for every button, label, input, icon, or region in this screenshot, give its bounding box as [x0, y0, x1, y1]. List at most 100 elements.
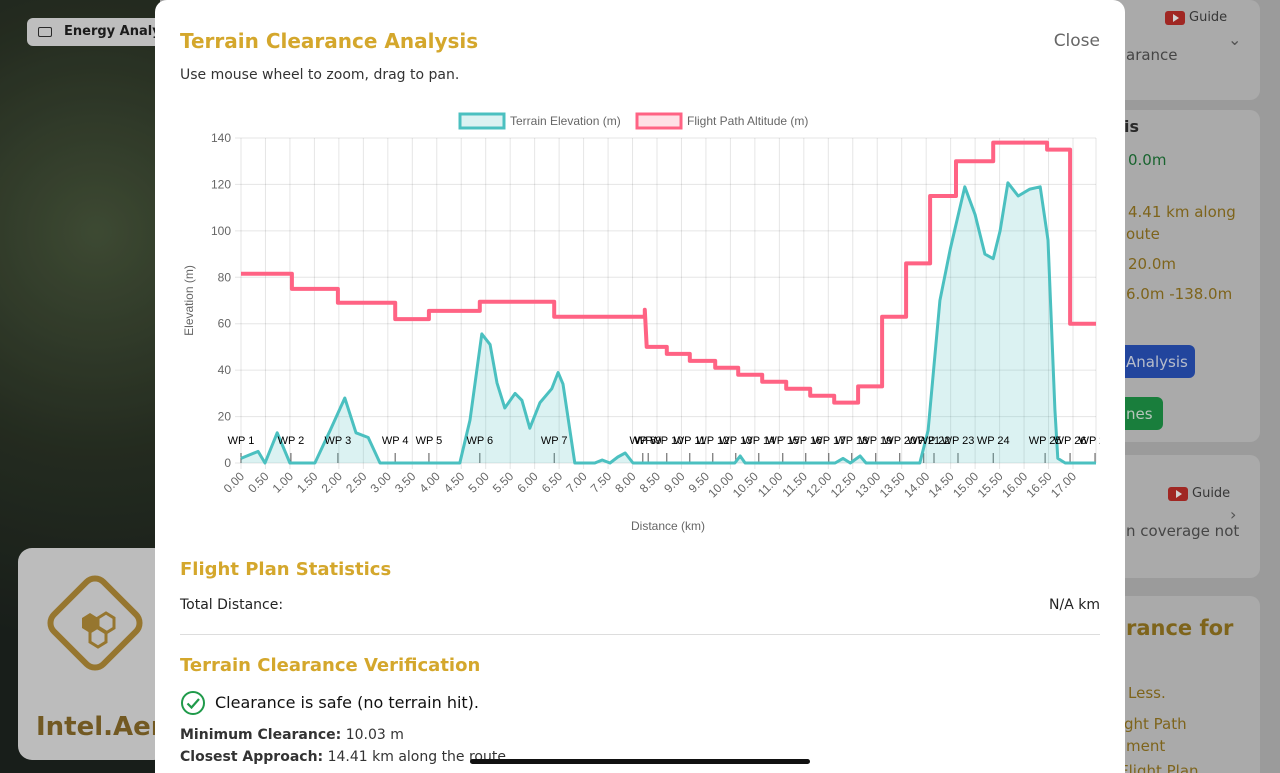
check-icon [181, 691, 205, 715]
chevron-icon[interactable]: ⌄ [1228, 30, 1242, 49]
x-tick-label: 11.00 [755, 469, 786, 500]
button-icon [38, 27, 52, 37]
button-label: Energy Analysis [64, 24, 181, 39]
energy-analysis-button[interactable]: Energy Analysis [27, 18, 181, 46]
youtube-icon [1168, 486, 1188, 501]
waypoint-label: WP 4 [382, 435, 409, 447]
card-text: arance [1126, 46, 1178, 64]
x-tick-label: 5.50 [490, 469, 517, 496]
card-text: 0.0m [1128, 151, 1167, 169]
x-tick-label: 16.50 [1024, 469, 1055, 500]
x-tick-label: 0.50 [245, 469, 272, 496]
x-axis-title: Distance (km) [631, 519, 705, 533]
card-text: 6.0m -138.0m [1126, 285, 1233, 303]
x-tick-label: 12.00 [803, 469, 834, 500]
x-tick-label: 7.00 [563, 469, 590, 496]
waypoint-label: WP 9 [635, 435, 662, 447]
x-tick-label: 15.00 [950, 469, 981, 500]
section-heading: Terrain Clearance Verification [180, 655, 481, 676]
waypoint-label: WP 7 [541, 435, 568, 447]
check-circle [181, 691, 205, 715]
value: 10.03 m [345, 727, 404, 743]
x-tick-label: 15.50 [975, 469, 1006, 500]
y-tick-label: 140 [211, 131, 231, 145]
line [241, 140, 1096, 405]
waypoint-label: WP 6 [466, 435, 493, 447]
x-tick-label: 0.00 [221, 469, 248, 496]
waypoint-label: WP 1 [228, 435, 255, 447]
y-tick-label: 60 [218, 317, 232, 331]
waypoint-label: WP 25 [1029, 435, 1062, 447]
guide-label: Guide [1192, 486, 1231, 501]
min-clearance: Minimum Clearance: 10.03 m [180, 727, 404, 743]
logo-hex [88, 625, 108, 649]
x-tick-label: 7.50 [588, 469, 615, 496]
legend-swatch [635, 112, 683, 130]
x-tick-label: 12.50 [828, 469, 859, 500]
card-text: ment [1126, 737, 1166, 755]
x-tick-label: 1.00 [270, 469, 297, 496]
y-tick-label: 20 [218, 410, 232, 424]
waypoint-label: WP 16 [789, 435, 822, 447]
button-label: nes [1126, 405, 1153, 423]
x-tick-label: 5.00 [465, 469, 492, 496]
waypoint-label: WP 8 [629, 435, 656, 447]
waypoint-label: WP 24 [977, 435, 1010, 447]
guide-label: Guide [1189, 10, 1228, 25]
stat-label: Total Distance: [180, 597, 284, 613]
x-tick-label: 8.00 [612, 469, 639, 496]
card-text: Less. [1128, 684, 1166, 702]
card-text: Flight Plan [1120, 762, 1199, 773]
right-card [1110, 0, 1260, 100]
line [240, 181, 1096, 465]
waypoint-label: WP 23 [942, 435, 975, 447]
y-tick-label: 0 [224, 456, 231, 470]
y-tick-label: 80 [218, 270, 232, 284]
verification-status: Clearance is safe (no terrain hit). [215, 693, 479, 712]
section-heading: Flight Plan Statistics [180, 559, 392, 580]
chevron-icon[interactable]: › [1230, 505, 1237, 524]
logo-diamond [47, 575, 143, 671]
label: Closest Approach: [180, 749, 324, 765]
waypoint-label: WP 18 [835, 435, 868, 447]
x-tick-label: 13.00 [852, 469, 883, 500]
waypoint-label: WP 27 [1079, 435, 1100, 447]
x-tick-label: 13.50 [877, 469, 908, 500]
right-card [1110, 596, 1260, 773]
card-heading: rance for [1126, 616, 1234, 640]
card-text: n coverage not [1126, 522, 1240, 540]
legend-label: Flight Path Altitude (m) [687, 114, 808, 128]
y-tick-label: 120 [211, 177, 231, 191]
waypoint-label: WP 21 [907, 435, 940, 447]
waypoint-label: WP 15 [766, 435, 799, 447]
y-axis-title: Elevation (m) [182, 265, 196, 336]
logo-icon [47, 575, 143, 671]
y-tick-label: 100 [211, 224, 231, 238]
x-tick-label: 3.00 [368, 469, 395, 496]
logo-card: Intel.Aer [18, 548, 168, 760]
legend-label: Terrain Elevation (m) [510, 114, 621, 128]
waypoint-label: WP 14 [742, 435, 775, 447]
value: 14.41 km along the route [327, 749, 506, 765]
x-tick-label: 1.50 [294, 469, 321, 496]
legend-swatch [458, 112, 506, 130]
waypoint-label: WP 20 [883, 435, 916, 447]
label: Minimum Clearance: [180, 727, 342, 743]
x-tick-label: 16.00 [999, 469, 1030, 500]
x-tick-label: 10.50 [730, 469, 761, 500]
card-text: ght Path [1124, 715, 1187, 733]
waypoint-label: WP 13 [719, 435, 752, 447]
card-heading: is [1124, 117, 1140, 136]
chart[interactable]: 0 20 40 60 80 100 120 140 0.000.501.001.502.002.… [180, 100, 1100, 540]
x-tick-label: 14.50 [926, 469, 957, 500]
x-tick-label: 9.00 [661, 469, 688, 496]
x-tick-label: 8.50 [637, 469, 664, 496]
guide-button[interactable]: Guide [1168, 486, 1230, 501]
card-text: 20.0m [1128, 255, 1177, 273]
waypoint-label: WP 17 [812, 435, 845, 447]
x-tick-label: 14.00 [901, 469, 932, 500]
hint: Use mouse wheel to zoom, drag to pan. [180, 67, 460, 83]
guide-button[interactable]: Guide [1165, 10, 1227, 25]
close-button[interactable]: Close [1053, 31, 1100, 51]
